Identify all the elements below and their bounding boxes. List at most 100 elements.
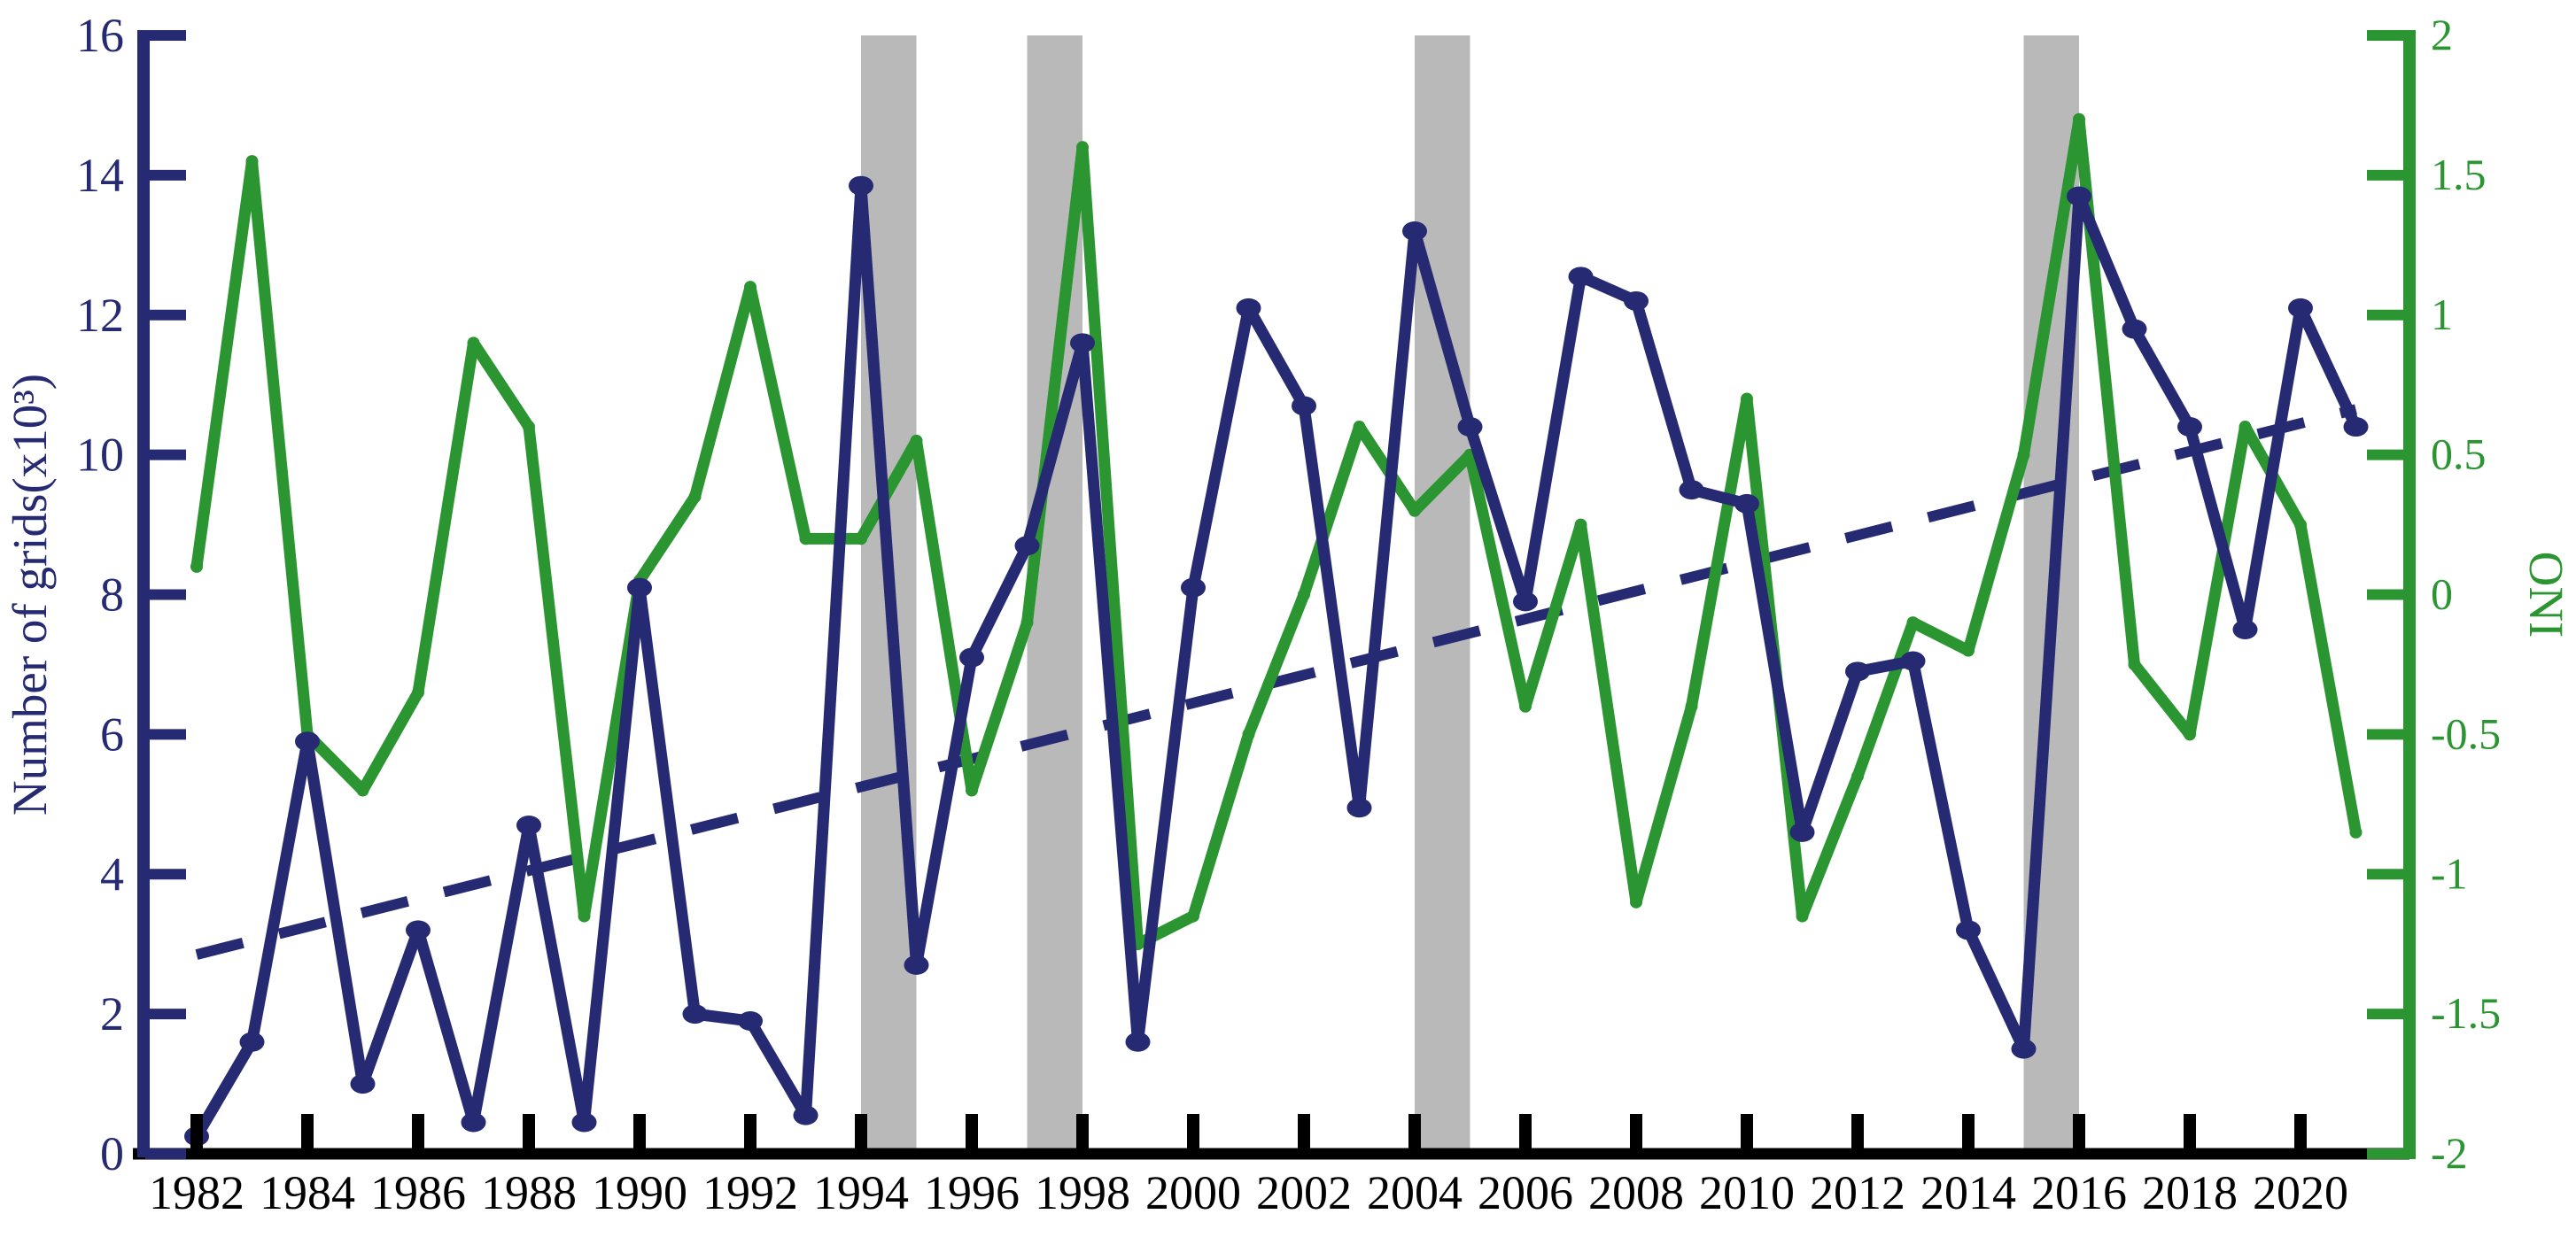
x-tick-label: 1982 [149,1166,244,1219]
grids-point [1568,267,1594,287]
left-tick-label: 14 [76,149,124,202]
x-tick-label: 2018 [2142,1166,2238,1219]
oni-point [2294,518,2307,531]
grids-point [793,1105,819,1125]
right-tick-label: -1.5 [2431,988,2501,1038]
grids-point [1125,1032,1151,1052]
right-tick-label: -1 [2431,848,2468,898]
grids-point [2232,619,2258,639]
oni-point [1519,700,1532,713]
right-tick-label: 1.5 [2431,150,2487,199]
grids-point [904,955,929,975]
x-tick-label: 1992 [702,1166,798,1219]
grids-point [1070,333,1095,353]
grids-point [1624,290,1649,311]
left-axis-title: Number of grids(x10³) [3,374,57,816]
grids-point [2288,298,2313,318]
x-tick-label: 1986 [370,1166,466,1219]
grids-point [461,1112,486,1133]
x-tick-label: 1994 [813,1166,909,1219]
oni-point [1076,141,1089,154]
oni-point [1242,728,1255,741]
left-tick-label: 0 [100,1127,124,1180]
oni-point [2349,825,2363,839]
grids-point [959,647,984,668]
grids-point [1457,417,1483,437]
grids-point [1900,651,1926,671]
left-tick-label: 2 [100,987,124,1040]
oni-point [688,490,702,503]
grids-point [1789,822,1815,842]
grids-line [190,180,2362,1142]
grids-point [2177,417,2202,437]
oni-point [1020,616,1034,630]
oni-point [2238,421,2252,434]
left-tick-label: 8 [100,568,124,622]
oni-point [356,784,369,797]
oni-point [910,434,923,447]
oni-point [799,532,812,545]
grids-point [2011,1039,2037,1059]
oni-point [1298,588,1310,601]
oni-point [1796,909,1809,923]
grids-point [2067,186,2091,206]
oni-point [578,909,591,923]
grids-point [295,731,320,752]
x-tick-label: 1984 [260,1166,355,1219]
left-tick-label: 4 [100,847,124,901]
grids-point [1956,920,1981,940]
x-tick-label: 1998 [1035,1166,1130,1219]
right-tick-label: -0.5 [2431,708,2501,758]
grids-point [682,1004,708,1025]
oni-point [1962,644,1975,657]
grids-point [1014,536,1040,556]
x-tick-label: 2010 [1699,1166,1795,1219]
oni-point [1685,700,1698,713]
grids-point [1402,221,1427,242]
oni-point [1353,421,1366,434]
grids-point [1845,661,1870,682]
oni-point [1741,392,1753,406]
right-tick-label: 0.5 [2431,429,2487,479]
x-tick-label: 1990 [592,1166,687,1219]
x-tick-label: 2004 [1367,1166,1463,1219]
right-tick-label: -2 [2431,1128,2468,1178]
x-tick-label: 2000 [1145,1166,1241,1219]
x-tick-label: 1988 [481,1166,577,1219]
left-tick-label: 6 [100,708,124,761]
oni-point [855,532,867,545]
x-tick-label: 2006 [1478,1166,1573,1219]
grids-point [738,1011,763,1032]
oni-point [966,784,978,797]
grids-point [1513,592,1538,612]
left-tick-label: 12 [76,289,124,342]
grids-point [1181,577,1206,598]
grids-point [1236,298,1261,318]
grids-point [350,1074,376,1094]
grids-point [406,920,431,940]
oni-point [1851,769,1864,783]
oni-point [1187,909,1199,923]
x-tick-label: 2016 [2031,1166,2127,1219]
left-tick-label: 10 [76,429,124,482]
x-tick-label: 2014 [1920,1166,2016,1219]
grids-point [1346,798,1372,818]
grids-point [1679,480,1704,500]
left-tick-label: 16 [76,9,124,62]
oni-point [1574,518,1587,531]
grids-point [1292,396,1316,416]
x-tick-label: 2020 [2253,1166,2348,1219]
trend-line [195,404,2357,960]
oni-point [412,686,424,700]
oni-point [1906,616,1920,630]
grids-point [1734,493,1759,514]
x-tick-label: 2012 [1810,1166,1905,1219]
oni-point [2184,728,2196,741]
grids-point [516,815,541,835]
x-tick-label: 1996 [924,1166,1020,1219]
grids-point [239,1032,265,1052]
oni-point [1630,895,1642,909]
el-nino-band [1415,35,1470,1150]
